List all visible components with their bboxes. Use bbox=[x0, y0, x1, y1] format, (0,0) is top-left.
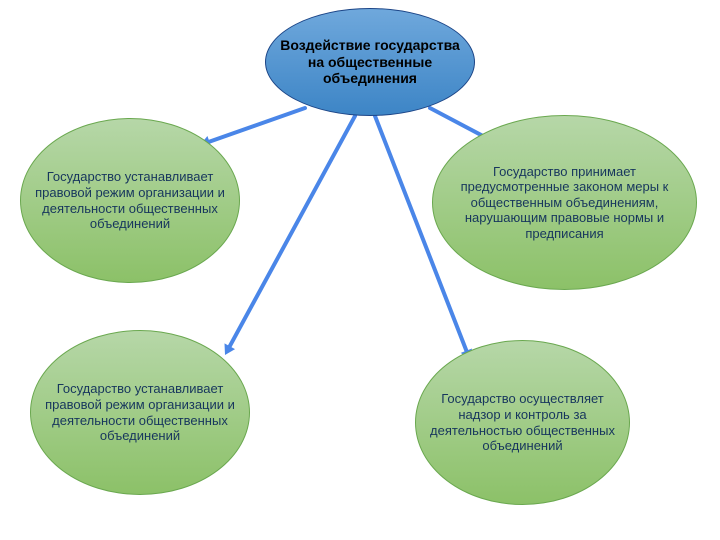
child-node-label: Государство устанавливает правовой режим… bbox=[41, 381, 239, 443]
child-node-label: Государство осуществляет надзор и контро… bbox=[426, 391, 619, 453]
child-node-measures: Государство принимает предусмотренные за… bbox=[432, 115, 697, 290]
child-node-supervision: Государство осуществляет надзор и контро… bbox=[415, 340, 630, 505]
root-node-label: Воздействие государства на общественные … bbox=[276, 37, 464, 87]
child-node-label: Государство принимает предусмотренные за… bbox=[443, 164, 686, 242]
child-node-legal-regime-2: Государство устанавливает правовой режим… bbox=[30, 330, 250, 495]
child-node-label: Государство устанавливает правовой режим… bbox=[31, 169, 229, 231]
child-node-legal-regime-1: Государство устанавливает правовой режим… bbox=[20, 118, 240, 283]
root-node: Воздействие государства на общественные … bbox=[265, 8, 475, 116]
